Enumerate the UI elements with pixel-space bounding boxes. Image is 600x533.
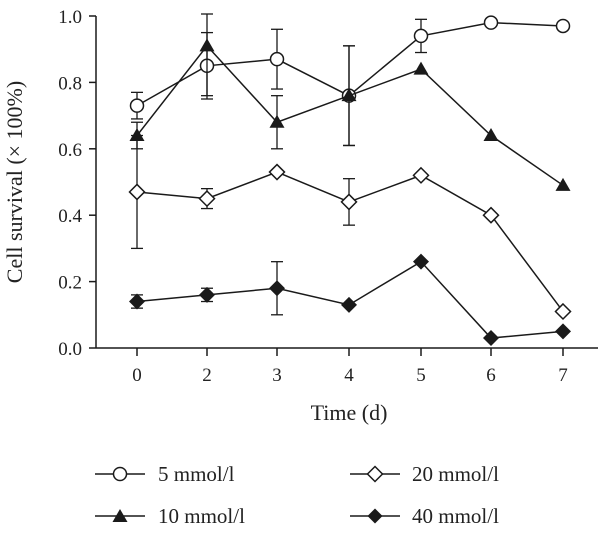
data-point-open-circle [413,28,429,44]
data-point-filled-triangle [413,61,429,75]
legend-marker-open-circle [112,466,128,482]
legend-item-40-mmol: 40 mmol/l [350,504,499,528]
data-point-filled-diamond [341,296,357,313]
legend-item-20-mmol: 20 mmol/l [350,462,499,486]
y-tick-label: 0.8 [58,73,82,94]
x-axis-title: Time (d) [311,400,388,425]
y-tick-label: 1.0 [58,7,82,28]
legend-marker-open-diamond [366,465,384,483]
y-axis-title: Cell survival (× 100%) [2,81,27,283]
x-tick-label: 5 [416,365,426,386]
y-tick-label: 0.6 [58,140,82,161]
data-point-filled-diamond [483,330,499,347]
data-point-filled-diamond [129,293,145,310]
data-point-filled-diamond [269,280,285,297]
data-point-open-diamond [268,163,286,181]
series-group [128,13,572,347]
y-ticks: 0.0 0.2 0.4 0.6 0.8 1.0 [58,7,96,360]
data-point-filled-diamond [555,323,571,340]
data-point-filled-triangle [269,114,285,128]
x-tick-label: 3 [272,365,282,386]
data-point-filled-triangle [199,38,215,52]
x-tick-label: 6 [486,365,496,386]
data-point-filled-diamond [413,253,429,270]
x-tick-label: 2 [202,365,212,386]
legend-label-20-mmol: 20 mmol/l [412,462,499,486]
legend-marker-filled-diamond [367,508,383,524]
data-point-filled-triangle [555,177,571,191]
y-tick-label: 0.2 [58,273,82,294]
series-5-mmol-l [129,15,571,147]
series-20-mmol-l [128,134,572,321]
data-point-open-circle [129,98,145,113]
legend-label-10-mmol: 10 mmol/l [158,504,245,528]
data-point-open-circle [269,51,285,67]
data-point-open-diamond [482,206,500,224]
series-line [136,171,564,312]
x-ticks: 0 2 3 4 5 6 7 [132,348,568,386]
legend-item-10-mmol: 10 mmol/l [95,504,245,528]
data-point-open-diamond [340,193,358,211]
legend: 5 mmol/l 10 mmol/l 20 mmol/l 40 mmol/l [95,462,499,528]
data-point-filled-triangle [341,88,357,102]
y-tick-label: 0.0 [58,339,82,360]
data-point-open-circle [555,18,571,34]
data-point-open-circle [483,15,499,30]
data-point-filled-diamond [199,286,215,303]
x-tick-label: 7 [558,365,568,386]
x-tick-label: 0 [132,365,142,386]
data-point-open-diamond [554,302,572,321]
data-point-open-diamond [412,166,430,184]
data-point-filled-triangle [129,128,145,142]
y-tick-label: 0.4 [58,206,82,227]
x-tick-label: 4 [344,365,354,386]
data-point-open-diamond [128,183,146,201]
legend-marker-filled-triangle [112,509,128,522]
legend-label-5-mmol: 5 mmol/l [158,462,235,486]
legend-item-5-mmol: 5 mmol/l [95,462,235,486]
data-point-filled-triangle [483,128,499,142]
series-40-mmol-l [129,253,571,347]
data-point-open-diamond [198,190,216,208]
legend-label-40-mmol: 40 mmol/l [412,504,499,528]
axes [95,16,598,349]
